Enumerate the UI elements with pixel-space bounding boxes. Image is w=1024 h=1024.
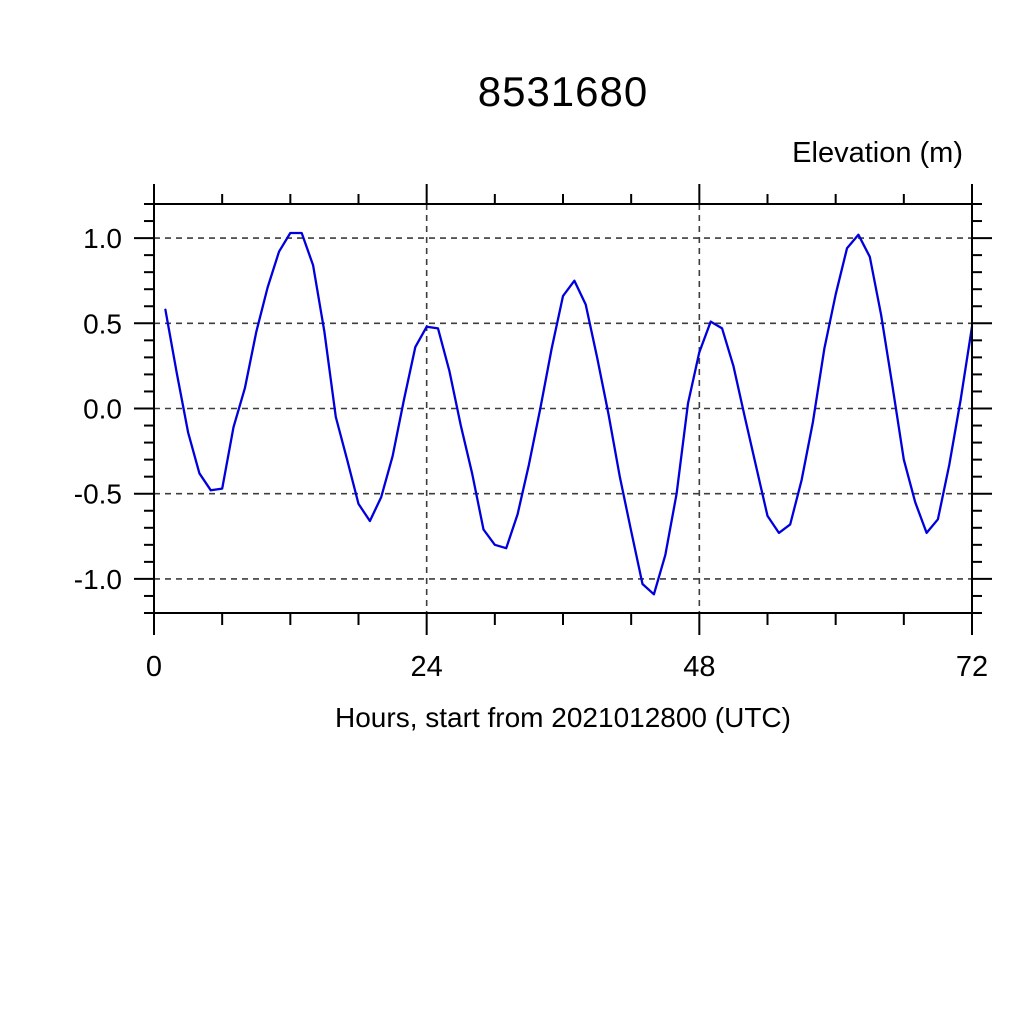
y-tick-label: -1.0 [74, 564, 122, 595]
x-tick-label: 48 [683, 651, 715, 683]
y-tick-label: 0.5 [83, 308, 122, 339]
y-tick-label: 1.0 [83, 223, 122, 254]
x-tick-label: 24 [411, 651, 443, 683]
tide-curve [164, 231, 974, 596]
x-tick-label: 0 [146, 651, 162, 683]
y-tick-label: 0.0 [83, 394, 122, 425]
x-axis-title: Hours, start from 2021012800 (UTC) [335, 702, 791, 733]
page-title: 8531680 [477, 68, 649, 115]
y-axis-unit-label: Elevation (m) [792, 137, 963, 169]
x-tick-label: 72 [956, 651, 988, 683]
y-tick-label: -0.5 [74, 479, 122, 510]
